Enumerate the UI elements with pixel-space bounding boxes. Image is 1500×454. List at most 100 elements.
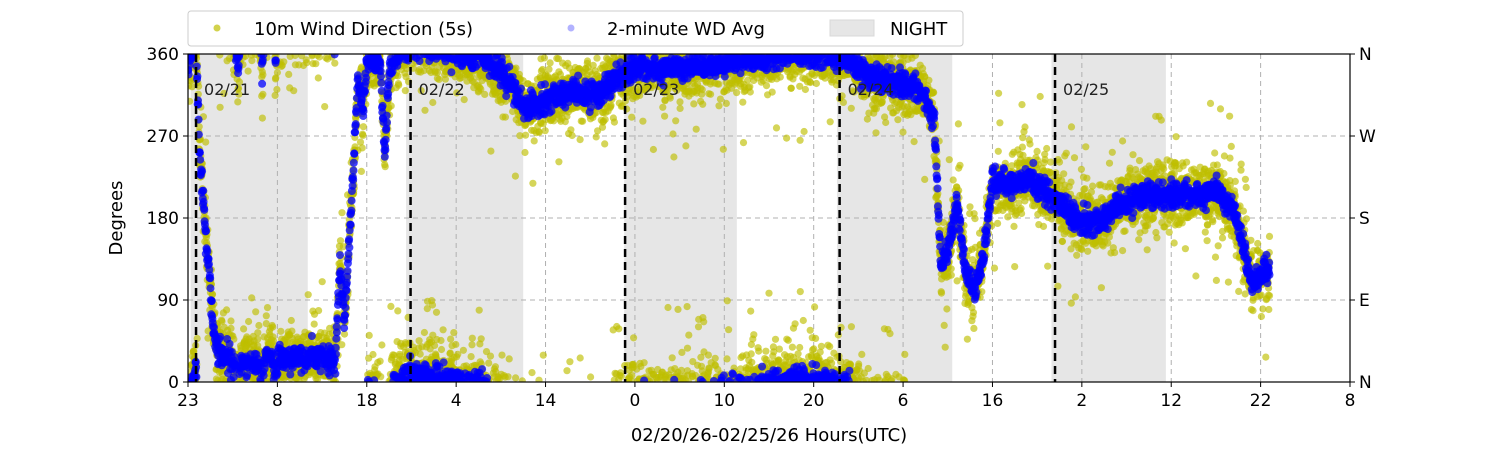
- wind-direction-point: [659, 104, 666, 111]
- wind-direction-point: [292, 52, 299, 59]
- wind-direction-point: [277, 328, 284, 335]
- wind-direction-point: [433, 309, 440, 316]
- wind-direction-point: [519, 377, 526, 384]
- wind-direction-point: [672, 117, 679, 124]
- wind-direction-point: [512, 374, 519, 381]
- wind-direction-point: [311, 321, 318, 328]
- wind-direction-point: [529, 180, 536, 187]
- wind-direction-point: [848, 323, 855, 330]
- wind-direction-point: [765, 290, 772, 297]
- wind-direction-point: [522, 132, 529, 139]
- wind-direction-point: [485, 360, 492, 367]
- wind-direction-point: [772, 336, 779, 343]
- wind-direction-point: [535, 377, 542, 384]
- wind-direction-point: [801, 128, 808, 135]
- wind-direction-point: [865, 365, 872, 372]
- wind-direction-point: [254, 329, 261, 336]
- wind-direction-point: [217, 104, 224, 111]
- wind-direction-point: [601, 140, 608, 147]
- wind-direction-point: [725, 326, 732, 333]
- wind-direction-point: [720, 146, 727, 153]
- wind-direction-point: [661, 113, 668, 120]
- wind-direction-point: [785, 337, 792, 344]
- wind-direction-point: [338, 209, 345, 216]
- wind-direction-point: [429, 301, 436, 308]
- wind-direction-point: [468, 353, 475, 360]
- wind-direction-point: [360, 123, 367, 130]
- wind-direction-point: [521, 149, 528, 156]
- wind-direction-point: [956, 162, 963, 169]
- wind-direction-point: [248, 57, 255, 64]
- wind-direction-point: [723, 100, 730, 107]
- wind-direction-point: [563, 367, 570, 374]
- wind-direction-point: [227, 325, 234, 332]
- wind-direction-point: [312, 60, 319, 67]
- wind-direction-point: [628, 372, 635, 379]
- wind-direction-point: [748, 359, 755, 366]
- wind-direction-point: [502, 114, 509, 121]
- wind-direction-point: [755, 348, 762, 355]
- wind-direction-point: [717, 96, 724, 103]
- wind-direction-point: [955, 120, 962, 127]
- wind-direction-point: [813, 80, 820, 87]
- wind-direction-point: [739, 99, 746, 106]
- wind-direction-point: [255, 322, 262, 329]
- wind-direction-point: [579, 118, 586, 125]
- wind-direction-point: [273, 86, 280, 93]
- wind-direction-point: [382, 163, 389, 170]
- wind-direction-point: [690, 100, 697, 107]
- wind-direction-point: [707, 91, 714, 98]
- wind-direction-point: [288, 317, 295, 324]
- wind-direction-point: [763, 82, 770, 89]
- wind-direction-point: [872, 129, 879, 136]
- wind-direction-point: [912, 52, 919, 59]
- wind-direction-point: [921, 176, 928, 183]
- wind-direction-point: [818, 343, 825, 350]
- wind-direction-point: [315, 307, 322, 314]
- wind-direction-point: [421, 107, 428, 114]
- wind-direction-point: [685, 332, 692, 339]
- wind-direction-point: [938, 290, 945, 297]
- wind-direction-point: [769, 89, 776, 96]
- wind-direction-point: [677, 105, 684, 112]
- wind-direction-point: [773, 124, 780, 131]
- wind-direction-point: [724, 297, 731, 304]
- wind-direction-point: [468, 341, 475, 348]
- wind-direction-point: [469, 335, 476, 342]
- wind-direction-point: [478, 335, 485, 342]
- wind-direction-point: [630, 334, 637, 341]
- wind-direction-point: [280, 58, 287, 65]
- wind-direction-point: [593, 133, 600, 140]
- wind-direction-point: [378, 341, 385, 348]
- wind-direction-point: [245, 68, 252, 75]
- wind-direction-point: [550, 117, 557, 124]
- wind-direction-point: [674, 306, 681, 313]
- wind-direction-point: [541, 54, 548, 61]
- wind-direction-point: [777, 74, 784, 81]
- wind-direction-point: [827, 118, 834, 125]
- wind-direction-point: [259, 115, 266, 122]
- wind-direction-point: [776, 346, 783, 353]
- wind-direction-point: [319, 278, 326, 285]
- wind-direction-point: [290, 87, 297, 94]
- wind-direction-point: [811, 303, 818, 310]
- wind-direction-point: [848, 105, 855, 112]
- wind-direction-point: [676, 98, 683, 105]
- wind-direction-point: [269, 324, 276, 331]
- wind-direction-point: [587, 373, 594, 380]
- wind-direction-point: [274, 69, 281, 76]
- wind-direction-point: [901, 351, 908, 358]
- wind-direction-point: [240, 325, 247, 332]
- wind-direction-point: [264, 304, 271, 311]
- wind-direction-point: [797, 137, 804, 144]
- wind-direction-point: [504, 373, 511, 380]
- wind-direction-point: [542, 127, 549, 134]
- wind-direction-point: [584, 57, 591, 64]
- wind-direction-point: [452, 341, 459, 348]
- wind-direction-point: [948, 265, 955, 272]
- wind-direction-point: [942, 344, 949, 351]
- wind-direction-point: [512, 65, 519, 72]
- wind-direction-point: [366, 332, 373, 339]
- wind-direction-point: [669, 354, 676, 361]
- wind-direction-point: [807, 327, 814, 334]
